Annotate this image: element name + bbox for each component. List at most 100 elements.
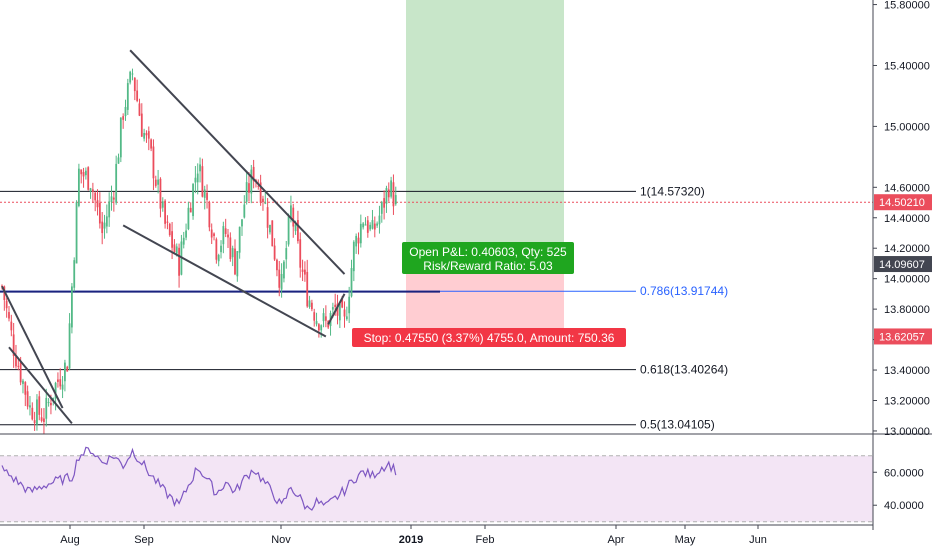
candle-body[interactable] bbox=[269, 224, 271, 233]
candle-body[interactable] bbox=[189, 207, 192, 213]
trendline[interactable] bbox=[129, 49, 346, 275]
candle-body[interactable] bbox=[185, 230, 187, 238]
candle-body[interactable] bbox=[89, 188, 92, 192]
candle-body[interactable] bbox=[129, 71, 132, 83]
candle-body[interactable] bbox=[359, 223, 362, 244]
candle-body[interactable] bbox=[3, 286, 6, 301]
candle-body[interactable] bbox=[213, 233, 215, 237]
candle-body[interactable] bbox=[173, 244, 176, 253]
candle-body[interactable] bbox=[378, 215, 381, 225]
candle-body[interactable] bbox=[373, 223, 376, 230]
trendline[interactable] bbox=[8, 346, 73, 424]
candle-body[interactable] bbox=[84, 170, 87, 176]
candle-body[interactable] bbox=[285, 248, 288, 260]
candle-body[interactable] bbox=[208, 202, 211, 228]
candle-body[interactable] bbox=[161, 201, 164, 208]
candle-body[interactable] bbox=[241, 219, 243, 227]
candle-body[interactable] bbox=[362, 223, 365, 228]
candle-body[interactable] bbox=[252, 166, 255, 182]
candle-body[interactable] bbox=[17, 365, 20, 367]
candle-body[interactable] bbox=[262, 198, 264, 203]
candle-body[interactable] bbox=[287, 216, 290, 245]
time-axis[interactable]: Aug Sep Nov 2019 Feb Apr May Jun bbox=[60, 525, 767, 546]
candle-body[interactable] bbox=[355, 235, 358, 247]
candle-body[interactable] bbox=[138, 103, 141, 116]
candle-body[interactable] bbox=[50, 403, 52, 406]
candle-body[interactable] bbox=[143, 132, 146, 139]
candle-body[interactable] bbox=[5, 300, 8, 309]
candle-body[interactable] bbox=[210, 229, 213, 238]
candle-body[interactable] bbox=[31, 407, 34, 420]
main-pane[interactable]: 1(14.57320) 0.786(13.91744) 0.618(13.40264… bbox=[0, 0, 873, 434]
loss-zone[interactable] bbox=[406, 264, 564, 337]
candle-body[interactable] bbox=[133, 77, 136, 92]
candle-body[interactable] bbox=[350, 268, 353, 297]
candle-body[interactable] bbox=[238, 226, 241, 253]
price-axis[interactable]: 15.80000 15.40000 15.00000 14.60000 14.40000… bbox=[873, 0, 930, 438]
candle-body[interactable] bbox=[147, 131, 150, 139]
candle-body[interactable] bbox=[182, 237, 185, 245]
candle-body[interactable] bbox=[178, 247, 180, 276]
candle-body[interactable] bbox=[168, 223, 171, 236]
candle-body[interactable] bbox=[131, 73, 134, 75]
candle-body[interactable] bbox=[369, 224, 372, 230]
candle-body[interactable] bbox=[385, 188, 388, 204]
candle-body[interactable] bbox=[87, 167, 90, 190]
candle-body[interactable] bbox=[57, 379, 59, 382]
candle-body[interactable] bbox=[126, 83, 129, 110]
candle-body[interactable] bbox=[101, 221, 104, 234]
candle-body[interactable] bbox=[98, 202, 101, 224]
candle-body[interactable] bbox=[164, 200, 166, 224]
candle-body[interactable] bbox=[220, 245, 222, 253]
rsi-line[interactable] bbox=[1, 446, 397, 511]
candle-body[interactable] bbox=[8, 312, 10, 319]
candle-body[interactable] bbox=[110, 196, 113, 202]
candle-body[interactable] bbox=[366, 220, 369, 233]
candle-body[interactable] bbox=[64, 362, 66, 382]
candle-body[interactable] bbox=[266, 207, 269, 228]
candle-body[interactable] bbox=[294, 224, 297, 232]
candle-body[interactable] bbox=[150, 139, 153, 149]
candle-body[interactable] bbox=[38, 396, 41, 415]
candle-body[interactable] bbox=[304, 269, 306, 275]
candle-body[interactable] bbox=[187, 207, 190, 230]
candle-body[interactable] bbox=[54, 382, 57, 399]
candle-body[interactable] bbox=[140, 113, 143, 137]
candle-body[interactable] bbox=[248, 183, 250, 193]
candle-body[interactable] bbox=[80, 169, 83, 175]
candle-body[interactable] bbox=[320, 325, 323, 331]
candle-body[interactable] bbox=[29, 405, 31, 408]
candle-body[interactable] bbox=[292, 207, 295, 227]
candle-body[interactable] bbox=[341, 299, 344, 308]
candle-body[interactable] bbox=[308, 300, 311, 307]
candle-body[interactable] bbox=[68, 323, 71, 369]
candle-body[interactable] bbox=[96, 200, 99, 208]
candle-body[interactable] bbox=[348, 296, 351, 314]
candle-body[interactable] bbox=[194, 177, 197, 183]
candle-body[interactable] bbox=[224, 228, 227, 234]
candle-body[interactable] bbox=[283, 261, 285, 279]
candle-body[interactable] bbox=[196, 173, 199, 183]
candle-body[interactable] bbox=[112, 197, 115, 200]
candle-body[interactable] bbox=[157, 179, 160, 185]
candle-body[interactable] bbox=[273, 245, 276, 260]
candle-body[interactable] bbox=[301, 269, 304, 272]
candle-body[interactable] bbox=[276, 259, 278, 271]
candle-body[interactable] bbox=[290, 205, 292, 219]
candle-body[interactable] bbox=[136, 90, 139, 101]
candle-body[interactable] bbox=[387, 189, 390, 198]
candle-body[interactable] bbox=[47, 402, 50, 404]
candle-body[interactable] bbox=[364, 224, 367, 226]
candle-body[interactable] bbox=[82, 172, 85, 177]
candle-body[interactable] bbox=[36, 399, 38, 425]
candle-body[interactable] bbox=[171, 231, 173, 248]
trendline[interactable] bbox=[327, 293, 346, 325]
candle-body[interactable] bbox=[94, 192, 97, 201]
candle-body[interactable] bbox=[159, 178, 162, 209]
candle-body[interactable] bbox=[259, 182, 262, 203]
candle-body[interactable] bbox=[217, 255, 220, 262]
candle-body[interactable] bbox=[119, 117, 122, 158]
candle-body[interactable] bbox=[380, 202, 383, 214]
candle-body[interactable] bbox=[324, 316, 327, 321]
candle-body[interactable] bbox=[43, 418, 45, 423]
